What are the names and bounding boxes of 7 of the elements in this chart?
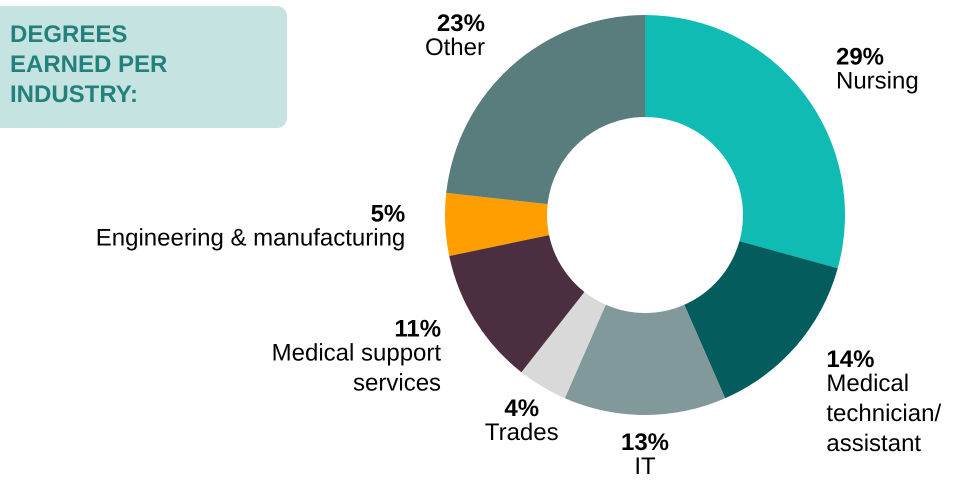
donut-slice bbox=[449, 235, 584, 372]
donut-slice bbox=[521, 292, 606, 398]
donut-slice bbox=[564, 304, 726, 415]
text: DEGREES EARNED PER INDUSTRY: bbox=[0, 6, 287, 128]
data-label: 13% bbox=[620, 429, 670, 456]
donut-slice bbox=[445, 192, 550, 256]
slice-label: IT bbox=[634, 453, 656, 480]
